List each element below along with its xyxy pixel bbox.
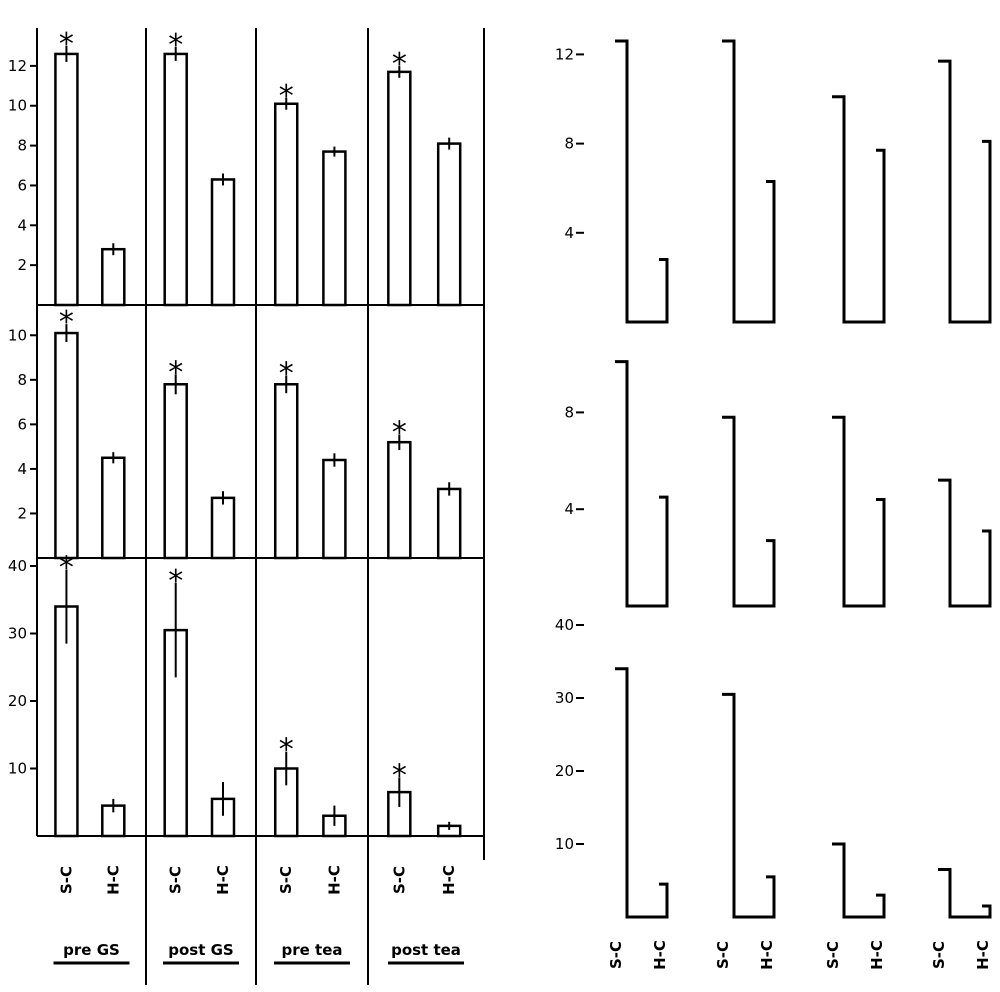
significance-asterisk: *: [392, 47, 407, 82]
y-tick-label: 20: [8, 692, 27, 710]
y-tick-label: 40: [8, 557, 27, 575]
category-label: S-C: [824, 941, 842, 969]
significance-asterisk: *: [392, 415, 407, 450]
y-tick-label: 2: [17, 256, 27, 274]
y-tick-label: 8: [17, 371, 27, 389]
step-bar-pair: [615, 39, 669, 324]
y-tick-label: 8: [564, 403, 574, 421]
bar-h-c: [436, 142, 462, 307]
category-label: H-C: [440, 865, 458, 895]
significance-asterisk: *: [279, 79, 294, 114]
bar-s-c: [54, 331, 79, 560]
group-label: pre tea: [282, 941, 343, 959]
step-bar-pair: [938, 59, 992, 324]
bar-s-c: [387, 70, 412, 307]
category-label: S-C: [607, 941, 625, 969]
step-bar-pair: [722, 39, 776, 324]
bar-h-c: [210, 496, 236, 560]
bar-h-c: [436, 487, 462, 560]
y-tick-label: 8: [564, 135, 574, 153]
y-tick-label: 20: [555, 762, 574, 780]
category-label: S-C: [930, 941, 948, 969]
y-tick-label: 12: [555, 45, 574, 63]
y-tick-label: 10: [8, 760, 27, 778]
bar-s-c: [54, 52, 79, 307]
step-bar-pair: [938, 478, 992, 608]
y-tick-label: 8: [17, 137, 27, 155]
significance-asterisk: *: [168, 564, 183, 599]
category-label: H-C: [651, 940, 669, 970]
significance-asterisk: *: [59, 305, 74, 340]
bar-s-c: [163, 383, 188, 560]
group-label: pre GS: [63, 941, 120, 959]
bar-h-c: [101, 247, 126, 307]
step-bar-pair: [615, 360, 669, 608]
bar-s-c: [273, 102, 299, 307]
y-tick-label: 10: [8, 97, 27, 115]
bar-s-c: [273, 383, 299, 560]
bar-s-c: [163, 52, 188, 307]
category-label: H-C: [758, 940, 776, 970]
category-label: H-C: [974, 940, 992, 970]
y-tick-label: 6: [17, 176, 27, 194]
step-bar-pair: [722, 415, 776, 608]
significance-asterisk: *: [59, 27, 74, 62]
y-tick-label: 10: [555, 835, 574, 853]
group-label: post tea: [391, 941, 461, 959]
bar-s-c: [387, 440, 412, 560]
significance-asterisk: *: [168, 28, 183, 63]
y-tick-label: 12: [8, 57, 27, 75]
bar-h-c: [322, 150, 347, 307]
category-label: H-C: [325, 865, 343, 895]
group-label: post GS: [168, 941, 233, 959]
category-label: S-C: [167, 866, 185, 894]
y-tick-label: 4: [564, 500, 574, 518]
bar-h-c: [101, 456, 126, 560]
category-label: H-C: [104, 865, 122, 895]
significance-asterisk: *: [168, 355, 183, 390]
significance-asterisk: *: [279, 356, 294, 391]
step-bar-pair: [832, 842, 886, 919]
y-tick-label: 6: [17, 415, 27, 433]
category-label: S-C: [390, 866, 408, 894]
y-tick-label: 4: [564, 224, 574, 242]
bar-h-c: [322, 458, 347, 560]
y-tick-label: 30: [555, 689, 574, 707]
y-tick-label: 40: [555, 616, 574, 634]
category-label: H-C: [214, 865, 232, 895]
significance-asterisk: *: [59, 550, 74, 585]
category-label: H-C: [868, 940, 886, 970]
significance-asterisk: *: [279, 733, 294, 768]
step-bar-pair: [832, 415, 886, 608]
y-tick-label: 4: [17, 216, 27, 234]
y-tick-label: 2: [17, 504, 27, 522]
y-tick-label: 4: [17, 460, 27, 478]
step-bar-pair: [832, 95, 886, 324]
category-label: S-C: [57, 866, 75, 894]
y-tick-label: 10: [8, 326, 27, 344]
category-label: S-C: [714, 941, 732, 969]
step-bar-pair: [615, 667, 669, 919]
bar-h-c: [210, 178, 236, 307]
y-tick-label: 30: [8, 625, 27, 643]
category-label: S-C: [277, 866, 295, 894]
step-bar-pair: [938, 868, 992, 919]
significance-asterisk: *: [392, 758, 407, 793]
step-bar-pair: [722, 692, 776, 919]
